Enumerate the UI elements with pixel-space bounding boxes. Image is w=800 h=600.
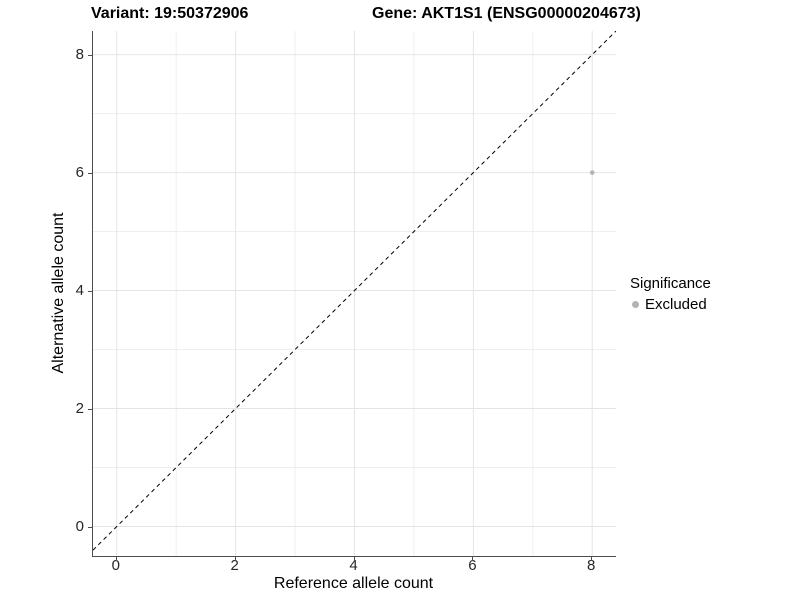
x-tick-label: 0 <box>111 557 120 574</box>
x-tick-mark <box>234 557 236 561</box>
x-tick-label: 4 <box>349 557 358 574</box>
x-tick-label: 6 <box>468 557 477 574</box>
y-tick-label: 6 <box>75 163 84 181</box>
legend-key-dot <box>632 301 639 308</box>
y-tick-label: 0 <box>75 517 84 535</box>
data-point <box>589 170 595 175</box>
plot-canvas <box>93 31 616 556</box>
plot-title-gene: Gene: AKT1S1 (ENSG00000204673) <box>372 5 641 22</box>
y-tick-mark <box>88 526 92 528</box>
legend: Significance Excluded <box>630 274 711 314</box>
y-tick-mark <box>88 408 92 410</box>
x-tick-mark <box>472 557 474 561</box>
x-tick-mark <box>353 557 355 561</box>
y-tick-label: 8 <box>75 45 84 63</box>
legend-title: Significance <box>630 275 711 292</box>
x-tick-label: 8 <box>587 557 596 574</box>
y-tick-label: 2 <box>75 399 84 417</box>
legend-item-label: Excluded <box>645 296 707 313</box>
y-axis-title: Alternative allele count <box>50 212 67 374</box>
identity-dashed-line <box>93 31 616 551</box>
y-tick-label: 4 <box>75 281 84 299</box>
y-tick-mark <box>88 290 92 292</box>
x-tick-label: 2 <box>230 557 239 574</box>
x-axis-title: Reference allele count <box>273 575 434 592</box>
plot-title-variant: Variant: 19:50372906 <box>91 5 249 22</box>
plot-panel <box>92 31 616 557</box>
x-tick-mark <box>591 557 593 561</box>
x-tick-mark <box>115 557 117 561</box>
y-tick-mark <box>88 172 92 174</box>
y-tick-mark <box>88 54 92 56</box>
legend-item-excluded: Excluded <box>630 295 711 314</box>
